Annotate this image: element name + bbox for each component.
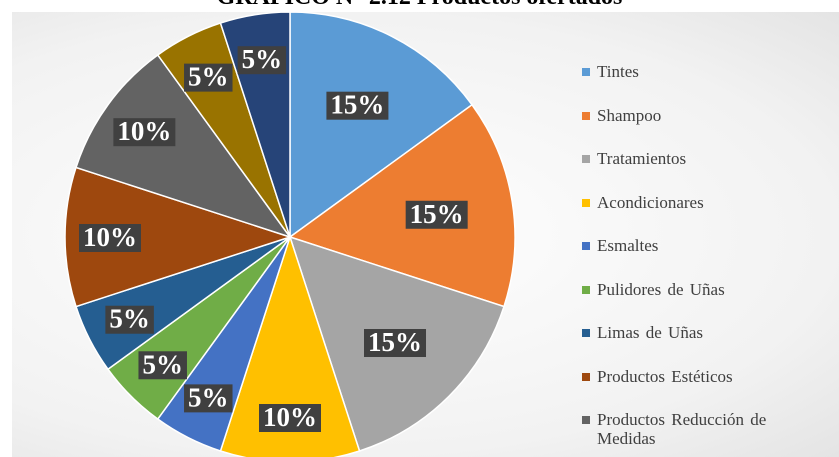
pie-slice [288, 103, 516, 308]
data-label-box [364, 329, 427, 358]
pie-slice [219, 234, 361, 457]
pie-slice [289, 11, 474, 239]
legend-item: Productos Reducción de Medidas [582, 410, 827, 454]
legend-swatch [582, 285, 590, 294]
legend-swatch [582, 155, 590, 163]
legend-item: Limas de Uñas [582, 323, 827, 367]
data-label: 5% [184, 62, 233, 92]
legend-label: Productos Estéticos [597, 366, 733, 386]
legend-swatch [582, 329, 590, 337]
data-label-box [405, 200, 468, 229]
legend-item: Tintes [582, 62, 827, 106]
data-label: 15% [326, 90, 389, 120]
pie-slice [64, 166, 293, 308]
data-label: 10% [113, 116, 176, 147]
data-label-text: 10% [263, 402, 317, 432]
data-label: 10% [259, 402, 321, 432]
legend-swatch [582, 68, 590, 76]
legend-label: Pulidores de Uñas [597, 279, 725, 299]
legend-swatch [582, 111, 590, 120]
legend-label: Productos Reducción de Medidas [597, 410, 767, 448]
data-label-text: 5% [109, 304, 150, 334]
data-label-box [138, 351, 187, 380]
legend-swatch [582, 198, 590, 207]
legend-swatch [582, 372, 590, 381]
legend-item: Acondicionares [582, 193, 827, 237]
legend-item: Tratamientos [582, 149, 827, 193]
data-label-text: 5% [242, 44, 283, 74]
legend-item: Esmaltes [582, 236, 827, 280]
data-label: 10% [79, 222, 141, 252]
legend-item: Productos Estéticos [582, 367, 827, 411]
data-label-text: 5% [188, 62, 229, 92]
legend-label: Shampoo [597, 105, 662, 125]
legend: Tintes Shampoo Tratamientos Acondicionares E… [582, 62, 827, 454]
data-label-box [326, 91, 389, 120]
data-label-box [259, 404, 321, 432]
legend-label: Tintes [597, 62, 639, 81]
data-label: 15% [364, 327, 427, 358]
legend-swatch [582, 416, 590, 424]
data-label-text: 10% [117, 116, 171, 146]
data-label-text: 5% [188, 382, 229, 412]
data-label-box [184, 384, 233, 413]
data-label: 5% [138, 349, 187, 380]
legend-item: Shampoo [582, 106, 827, 150]
data-label: 15% [405, 199, 468, 229]
data-label-text: 15% [410, 199, 464, 229]
data-label-text: 5% [142, 349, 183, 379]
data-label-box [79, 224, 141, 252]
legend-label: Acondicionares [597, 192, 704, 212]
data-label-box [237, 46, 287, 75]
legend-label: Esmaltes [597, 236, 659, 255]
data-label-text: 15% [330, 90, 384, 120]
legend-item: Pulidores de Uñas [582, 280, 827, 324]
legend-label: Tratamientos [597, 149, 687, 168]
data-label-box [105, 305, 154, 334]
pie-slice [75, 53, 292, 239]
data-label-box [113, 118, 176, 147]
data-label-box [184, 63, 233, 92]
legend-label: Limas de Uñas [597, 323, 703, 342]
data-label: 5% [237, 44, 287, 75]
data-label: 5% [105, 304, 154, 334]
chart-title: GRÁFICO N° 2.12 Productos ofertados [0, 0, 839, 11]
data-label: 5% [184, 382, 233, 413]
data-label-text: 10% [83, 222, 137, 252]
legend-swatch [582, 242, 590, 250]
data-label-text: 15% [368, 327, 422, 357]
